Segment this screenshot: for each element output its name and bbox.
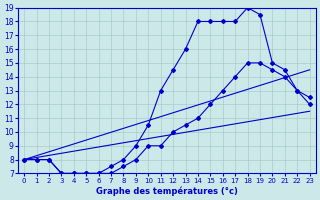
X-axis label: Graphe des températures (°c): Graphe des températures (°c): [96, 186, 238, 196]
